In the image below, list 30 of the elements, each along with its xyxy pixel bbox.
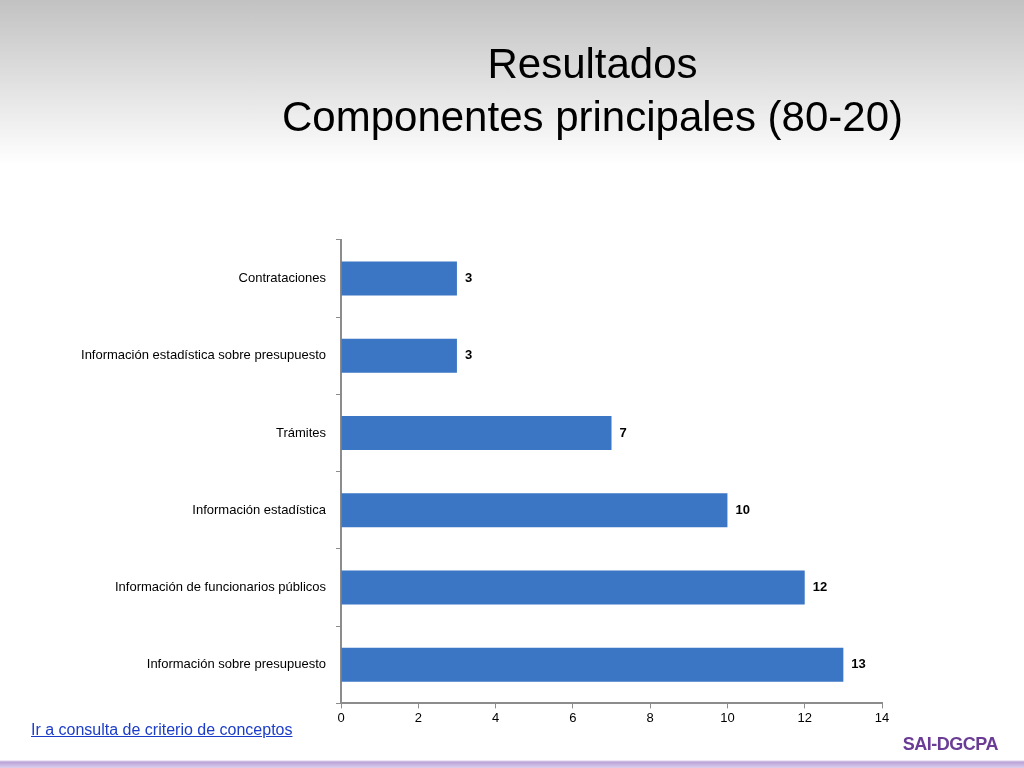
text: Ir a consulta de criterio de conceptos: [31, 721, 293, 739]
chart-title: Resultados: [486, 40, 699, 88]
y-tick-label: Información estadística: [192, 501, 327, 517]
text: SAI-DGCPA: [902, 734, 998, 755]
y-tick-label: Contrataciones: [238, 270, 327, 286]
y-tick-label: Información sobre presupuesto: [146, 656, 326, 672]
x-tick-label: 2: [414, 709, 422, 725]
data-label: 10: [735, 501, 750, 517]
bar: [341, 493, 728, 528]
bar: [341, 338, 457, 373]
data-label: 3: [464, 347, 473, 363]
bar: [341, 415, 612, 450]
x-tick-label: 10: [720, 709, 735, 725]
x-tick-label: 14: [874, 709, 890, 725]
x-tick-label: 6: [569, 709, 577, 725]
y-tick-label: Trámites: [275, 424, 327, 440]
x-tick-label: 12: [797, 709, 812, 725]
data-label: 13: [851, 656, 866, 672]
bar: [341, 261, 457, 296]
x-tick-label: 0: [337, 709, 345, 725]
y-tick-label: Información de funcionarios públicos: [114, 579, 327, 595]
data-label: 3: [464, 270, 473, 286]
data-label: 7: [619, 424, 627, 440]
x-tick-label: 4: [491, 709, 500, 725]
x-tick-label: 8: [646, 709, 654, 725]
y-tick-label: Información estadística sobre presupuesto: [81, 347, 326, 363]
bar: [341, 647, 844, 682]
chart-subtitle: Componentes principales (80-20): [281, 93, 904, 141]
data-label: 12: [812, 579, 828, 595]
bar: [341, 570, 805, 605]
